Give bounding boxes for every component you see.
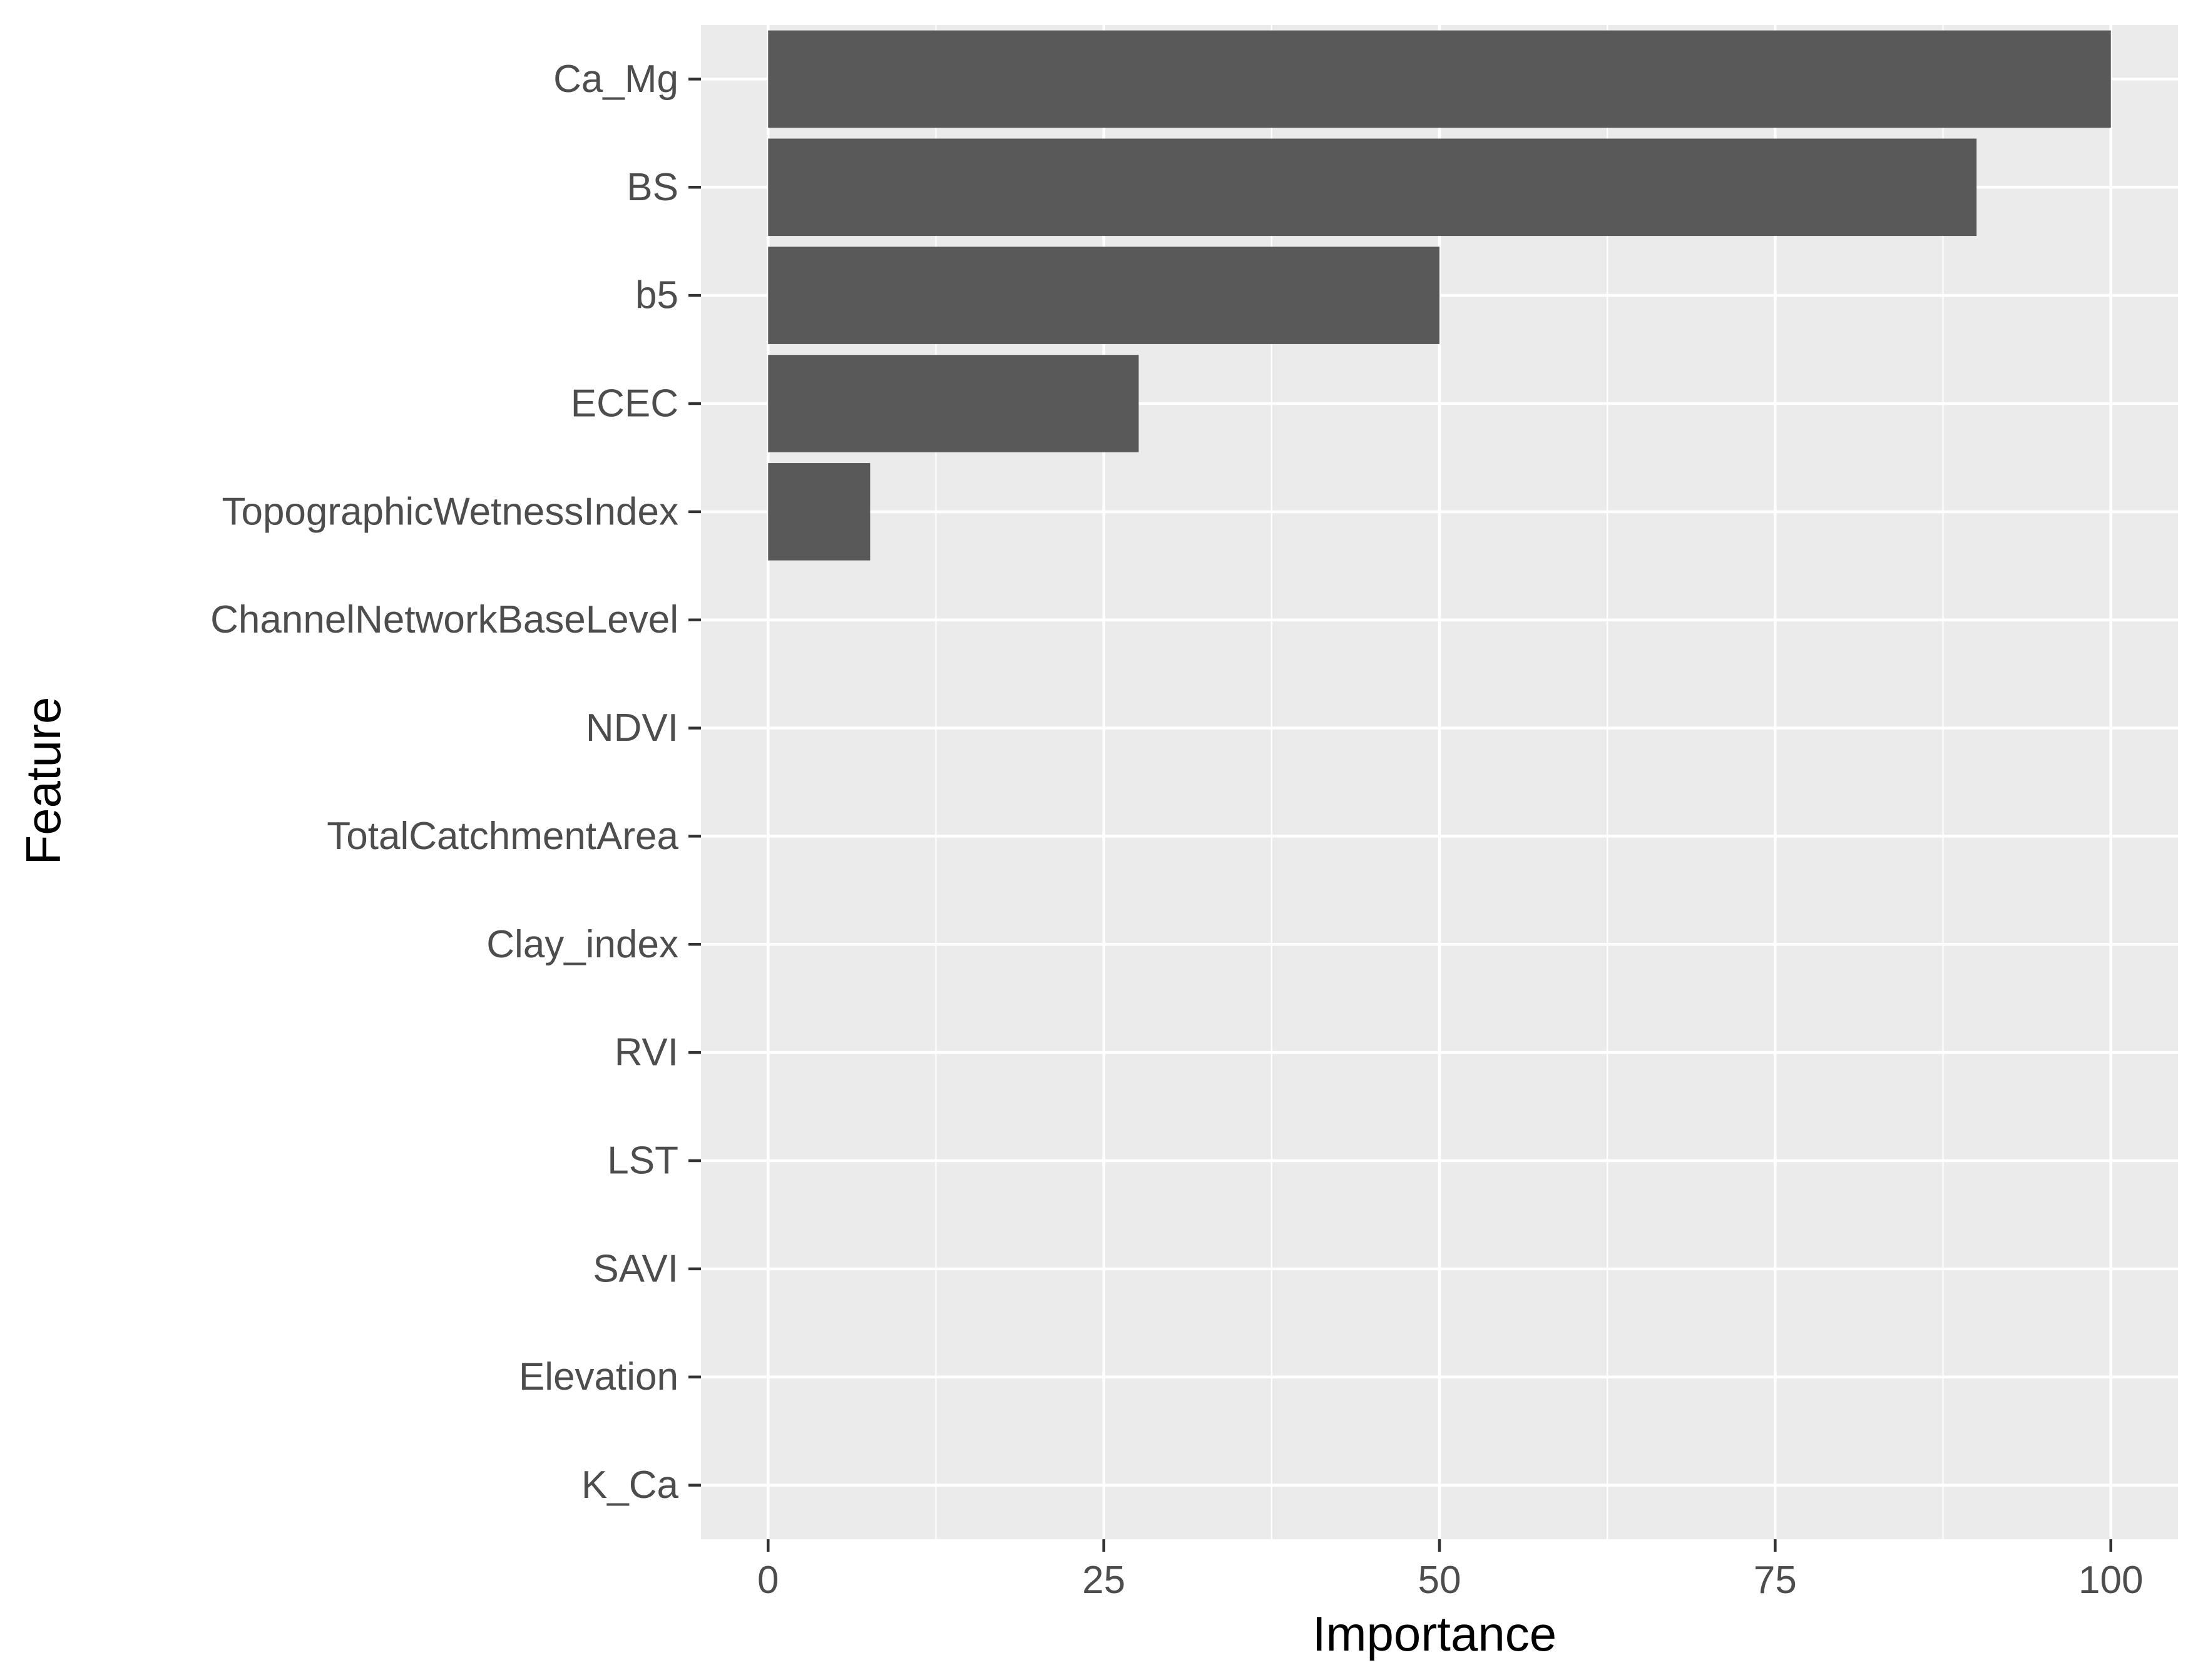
y-tick-label: Elevation	[519, 1355, 678, 1398]
y-tick-label: NDVI	[586, 706, 678, 750]
x-tick-label: 50	[1418, 1559, 1461, 1602]
bar-ca-mg	[768, 30, 2111, 128]
bar-topographicwetnessindex	[768, 463, 871, 561]
y-tick-label: SAVI	[593, 1247, 678, 1290]
x-tick-label: 75	[1754, 1559, 1797, 1602]
bar-b5	[768, 247, 1439, 344]
bar-bs	[768, 138, 1977, 237]
x-tick-label: 100	[2078, 1559, 2143, 1602]
y-tick-label: RVI	[615, 1031, 678, 1074]
x-axis: 0 25 50 75 100	[757, 1539, 2143, 1602]
y-tick-label: b5	[635, 274, 678, 317]
y-tick-label: Clay_index	[486, 923, 678, 966]
y-tick-label: TopographicWetnessIndex	[222, 490, 678, 533]
y-tick-label: TotalCatchmentArea	[327, 815, 678, 858]
y-tick-label: BS	[626, 166, 678, 209]
y-tick-label: K_Ca	[581, 1464, 679, 1507]
y-tick-label: ChannelNetworkBaseLevel	[210, 598, 678, 641]
bars	[768, 30, 2111, 561]
y-axis: Ca_Mg BS b5 ECEC TopographicWetnessIndex Chan…	[210, 58, 701, 1507]
y-tick-label: LST	[607, 1139, 678, 1183]
bar-ecec	[768, 355, 1139, 452]
x-axis-title: Importance	[1312, 1606, 1557, 1661]
y-tick-label: Ca_Mg	[553, 58, 678, 101]
x-tick-label: 0	[757, 1559, 779, 1602]
y-tick-label: ECEC	[571, 382, 678, 425]
x-tick-label: 25	[1082, 1559, 1125, 1602]
y-axis-title: Feature	[16, 697, 71, 865]
